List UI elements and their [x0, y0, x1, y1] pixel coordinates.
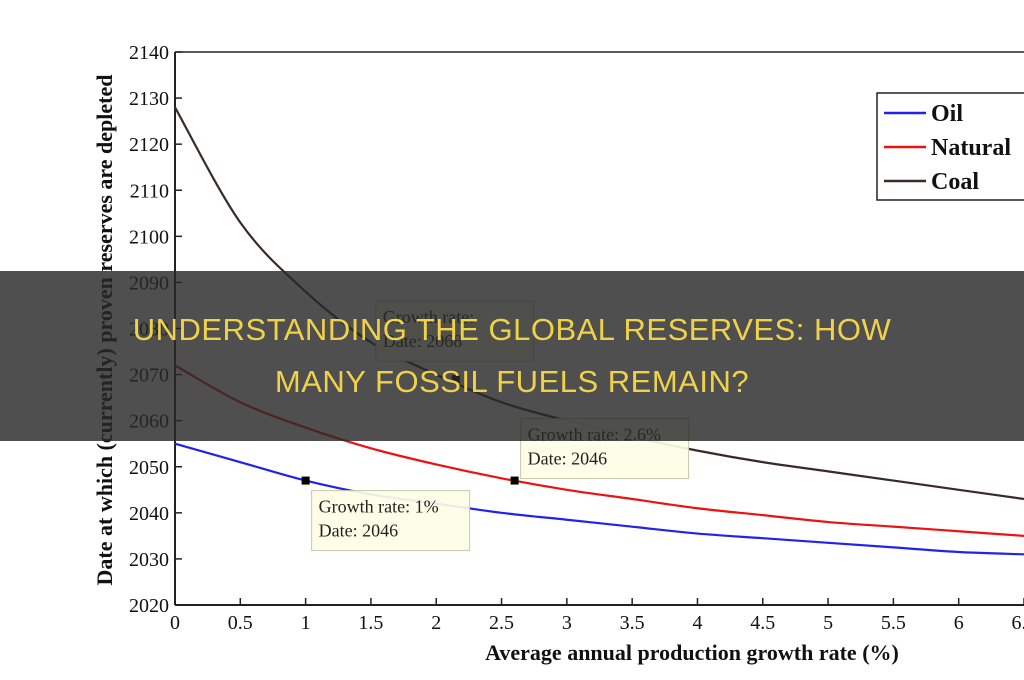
y-tick-label: 2110 [130, 180, 169, 202]
x-tick-label: 2.5 [489, 612, 514, 634]
x-axis-label: Average annual production growth rate (%… [485, 640, 899, 665]
y-tick-label: 2100 [129, 226, 169, 248]
series-line-oil [174, 442, 1024, 556]
annotation-text: Date: 2046 [528, 449, 607, 469]
y-tick-label: 2050 [129, 457, 169, 479]
headline-banner: Understanding The Global Reserves: How M… [0, 271, 1024, 441]
legend-label: Natural [931, 135, 1011, 161]
x-tick-label: 0.5 [228, 612, 253, 634]
x-tick-label: 3.5 [620, 612, 645, 634]
annotation-text: Growth rate: 1% [319, 497, 439, 517]
page-headline: Understanding The Global Reserves: How M… [132, 312, 892, 399]
x-tick-label: 3 [562, 612, 572, 634]
x-tick-label: 0 [170, 612, 180, 634]
x-tick-label: 6 [954, 612, 964, 634]
x-tick-label: 6.5 [1012, 612, 1024, 634]
x-tick-label: 1 [301, 612, 311, 634]
x-tick-label: 5.5 [881, 612, 906, 634]
y-tick-label: 2040 [129, 503, 169, 525]
x-tick-label: 4 [692, 612, 702, 634]
annotation-text: Date: 2046 [319, 521, 398, 541]
chart-legend: Oil Natural Coal [876, 92, 1024, 201]
annotation-marker [510, 476, 519, 485]
annotation-marker [301, 476, 310, 485]
x-tick-label: 5 [823, 612, 833, 634]
x-tick-label: 2 [431, 612, 441, 634]
y-tick-label: 2030 [129, 549, 169, 571]
legend-label: Oil [931, 101, 963, 127]
legend-label: Coal [931, 169, 979, 195]
x-tick-label: 4.5 [750, 612, 775, 634]
annotation-box [311, 490, 471, 552]
x-tick-label: 1.5 [358, 612, 383, 634]
y-tick-label: 2020 [129, 595, 169, 617]
y-tick-label: 2120 [129, 134, 169, 156]
y-tick-label: 2140 [129, 42, 169, 64]
y-tick-label: 2130 [129, 88, 169, 110]
